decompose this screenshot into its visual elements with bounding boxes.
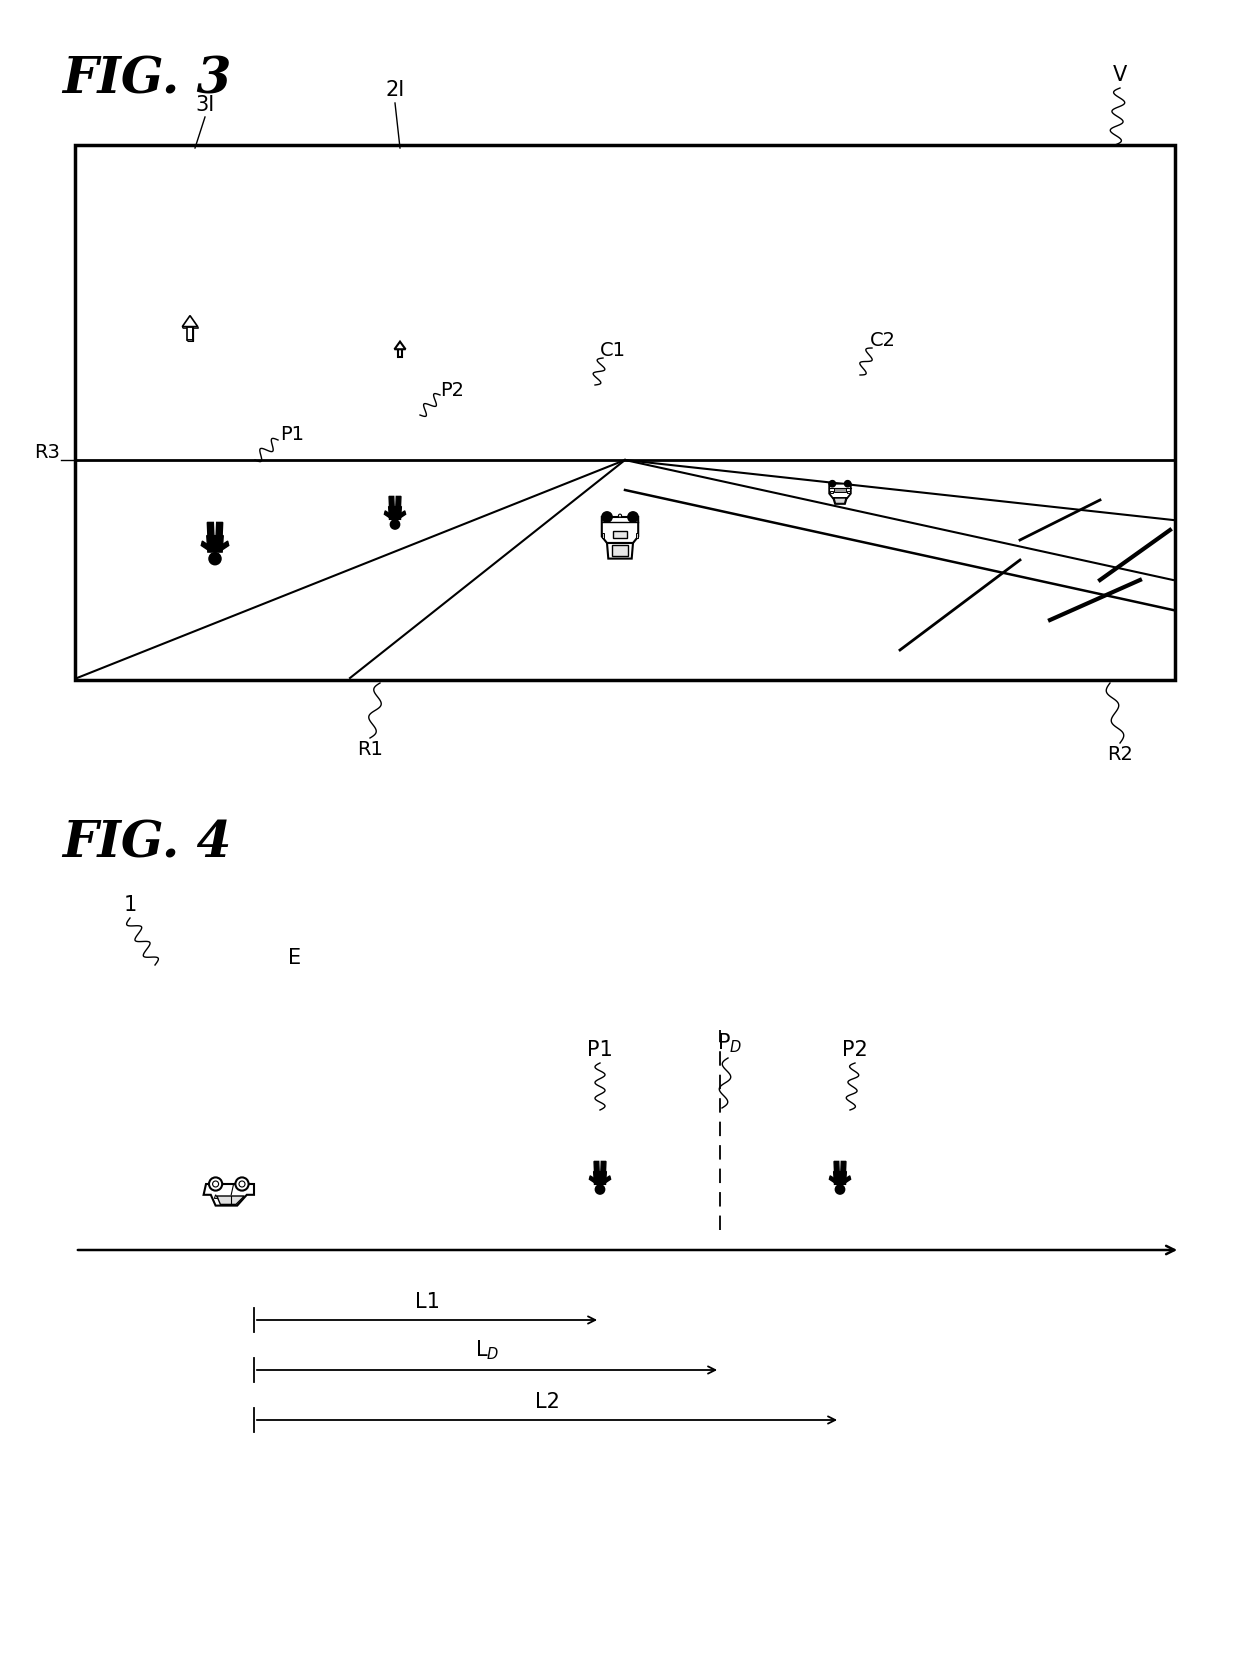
Text: C2: C2 bbox=[870, 331, 897, 349]
Text: FIG. 3: FIG. 3 bbox=[62, 55, 232, 104]
Polygon shape bbox=[398, 349, 402, 358]
Circle shape bbox=[210, 1178, 222, 1191]
Bar bbox=[601, 533, 604, 538]
Polygon shape bbox=[182, 316, 197, 326]
Circle shape bbox=[836, 1185, 844, 1195]
Text: P1: P1 bbox=[280, 426, 304, 444]
Polygon shape bbox=[601, 1161, 606, 1171]
Polygon shape bbox=[207, 536, 223, 551]
Polygon shape bbox=[389, 496, 394, 506]
Polygon shape bbox=[841, 1161, 846, 1171]
Polygon shape bbox=[217, 1196, 244, 1205]
Circle shape bbox=[619, 515, 621, 518]
Polygon shape bbox=[589, 1176, 595, 1183]
Text: P2: P2 bbox=[440, 381, 464, 399]
Text: P2: P2 bbox=[842, 1039, 868, 1059]
Text: R2: R2 bbox=[1107, 745, 1133, 764]
Polygon shape bbox=[384, 511, 391, 518]
Polygon shape bbox=[605, 1176, 610, 1183]
Circle shape bbox=[212, 1181, 218, 1186]
Bar bbox=[613, 531, 627, 538]
Polygon shape bbox=[203, 1185, 254, 1205]
Circle shape bbox=[239, 1181, 246, 1186]
Text: R1: R1 bbox=[357, 740, 383, 759]
Polygon shape bbox=[215, 1195, 218, 1198]
Text: L2: L2 bbox=[534, 1392, 559, 1412]
Text: L1: L1 bbox=[414, 1292, 439, 1312]
Polygon shape bbox=[830, 1176, 836, 1183]
Text: FIG. 4: FIG. 4 bbox=[62, 820, 232, 869]
Bar bbox=[611, 545, 629, 556]
Bar bbox=[847, 491, 851, 493]
Circle shape bbox=[601, 511, 613, 523]
Circle shape bbox=[391, 520, 399, 530]
Text: 3I: 3I bbox=[196, 95, 215, 115]
Polygon shape bbox=[594, 1161, 599, 1171]
Circle shape bbox=[210, 553, 221, 565]
Polygon shape bbox=[388, 506, 402, 520]
Bar bbox=[636, 533, 639, 538]
Polygon shape bbox=[601, 516, 639, 543]
Polygon shape bbox=[844, 1176, 851, 1183]
Circle shape bbox=[595, 1185, 605, 1195]
Polygon shape bbox=[833, 498, 847, 505]
Text: E: E bbox=[289, 947, 301, 968]
Polygon shape bbox=[835, 498, 846, 503]
Text: C1: C1 bbox=[600, 341, 626, 359]
Polygon shape bbox=[835, 1161, 839, 1171]
Circle shape bbox=[236, 1178, 248, 1191]
Polygon shape bbox=[221, 541, 228, 550]
Polygon shape bbox=[394, 341, 405, 349]
Polygon shape bbox=[594, 1171, 606, 1185]
Text: V: V bbox=[1112, 65, 1127, 85]
Text: 1: 1 bbox=[123, 896, 136, 916]
Text: 2I: 2I bbox=[386, 80, 404, 100]
Bar bbox=[830, 491, 833, 493]
Bar bbox=[833, 488, 847, 491]
Text: R3: R3 bbox=[35, 443, 60, 461]
Polygon shape bbox=[216, 523, 223, 536]
Polygon shape bbox=[187, 326, 192, 339]
Polygon shape bbox=[399, 511, 405, 518]
Polygon shape bbox=[396, 496, 401, 506]
Text: P1: P1 bbox=[587, 1039, 613, 1059]
Polygon shape bbox=[207, 523, 215, 536]
Text: L$_D$: L$_D$ bbox=[475, 1338, 500, 1362]
Circle shape bbox=[627, 511, 639, 523]
Circle shape bbox=[844, 481, 851, 486]
Text: P$_D$: P$_D$ bbox=[717, 1031, 743, 1054]
Polygon shape bbox=[830, 483, 851, 498]
Polygon shape bbox=[608, 543, 632, 558]
Polygon shape bbox=[201, 541, 210, 550]
Circle shape bbox=[830, 481, 836, 486]
Bar bbox=[74, 145, 1176, 680]
Polygon shape bbox=[833, 1171, 847, 1185]
